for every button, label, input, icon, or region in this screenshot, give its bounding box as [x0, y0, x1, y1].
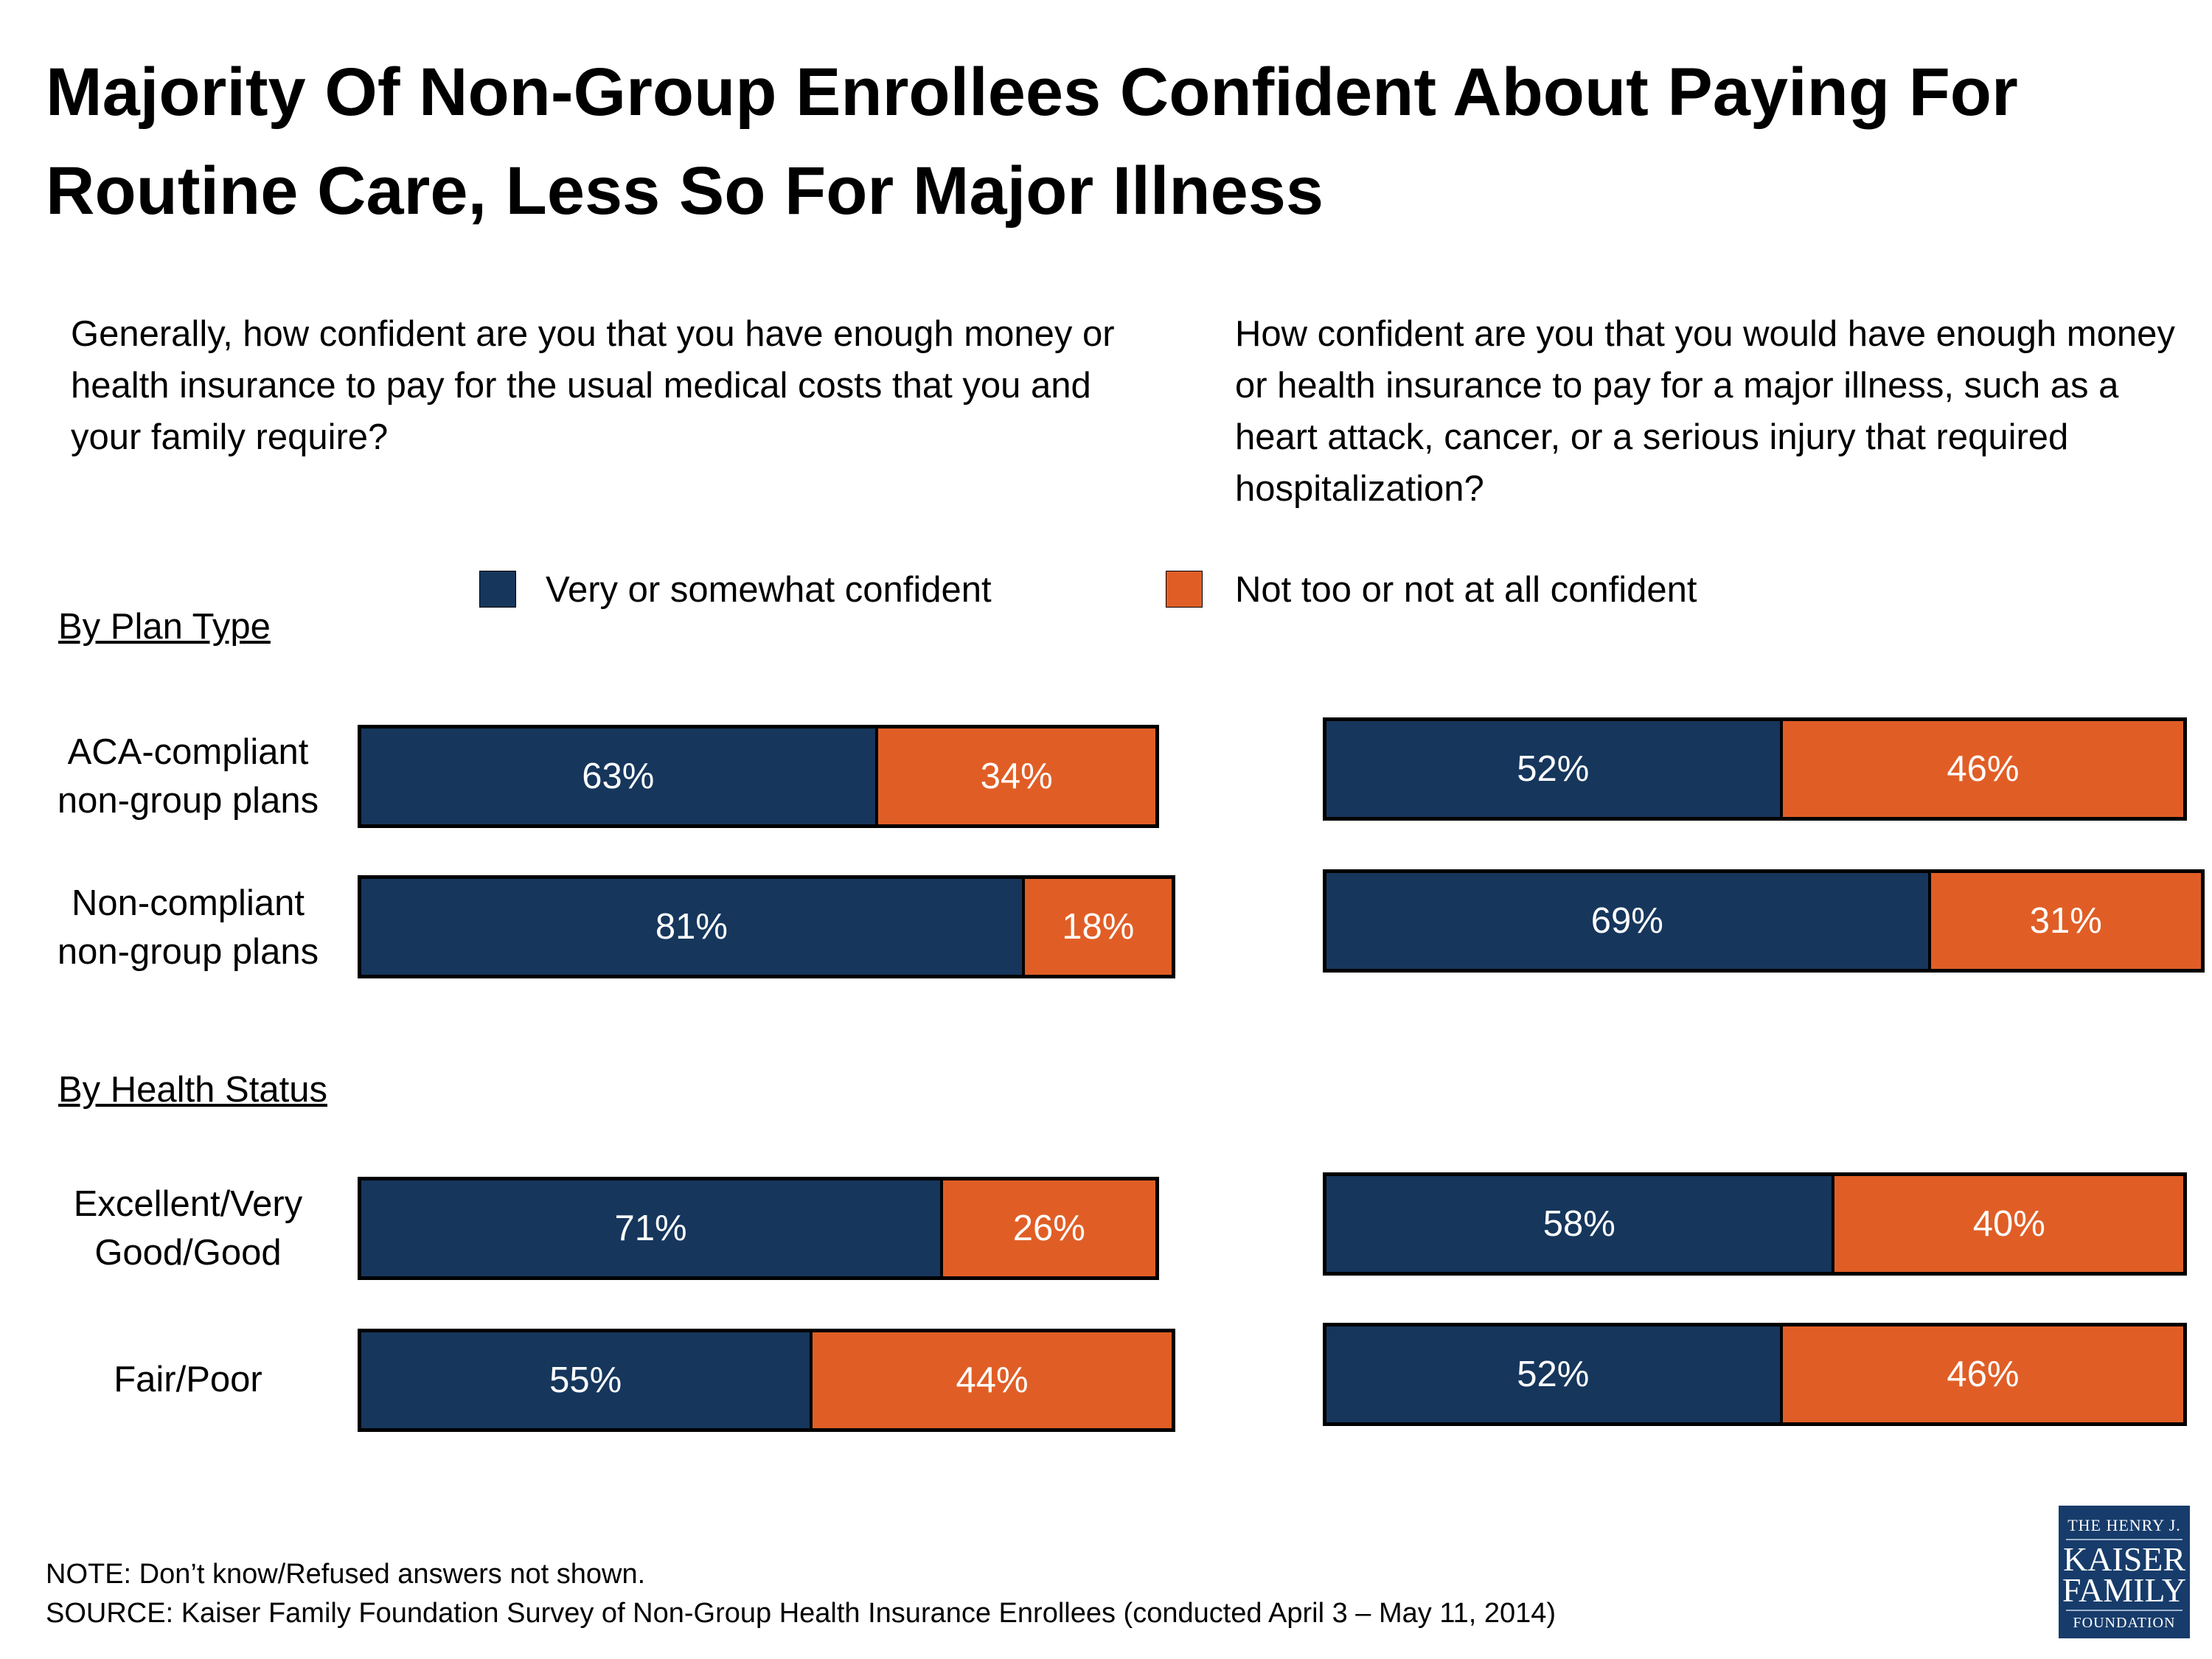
data-label: 55% [549, 1360, 622, 1400]
data-label: 46% [1947, 749, 2020, 789]
data-label: 63% [582, 757, 655, 796]
category-label: Non-compliant non-group plans [57, 883, 319, 972]
bar-segment-confident: 55% [361, 1332, 810, 1428]
data-label: 52% [1517, 749, 1590, 789]
category-label: ACA-compliant non-group plans [57, 732, 319, 821]
section-heading-health-status: By Health Status [58, 1070, 327, 1110]
bar-segment-not-confident: 46% [1779, 1326, 2184, 1422]
legend-swatch-not-confident [1166, 571, 1203, 608]
bar-segment-confident: 52% [1326, 721, 1780, 817]
legend-swatch-confident [479, 571, 516, 608]
data-label: 40% [1972, 1204, 2045, 1244]
data-label: 58% [1543, 1204, 1615, 1244]
legend-label-not-confident: Not too or not at all confident [1235, 570, 1697, 610]
legend-label-confident: Very or somewhat confident [546, 570, 992, 610]
stacked-bar: 63% 34% [358, 725, 1159, 828]
category-label: Excellent/Very Good/Good [73, 1184, 303, 1273]
data-label: 34% [980, 757, 1053, 796]
bar-segment-not-confident: 34% [874, 728, 1155, 824]
data-label: 52% [1517, 1354, 1590, 1394]
bar-segment-confident: 81% [361, 879, 1022, 975]
bar-segment-confident: 71% [361, 1180, 941, 1276]
stacked-bar: 81% 18% [358, 875, 1175, 978]
bar-segment-not-confident: 44% [810, 1332, 1172, 1428]
data-label: 71% [614, 1208, 687, 1248]
section-heading-plan-type: By Plan Type [58, 607, 271, 647]
bar-segment-not-confident: 40% [1832, 1176, 2184, 1272]
bar-segment-not-confident: 26% [940, 1180, 1155, 1276]
stacked-bar: 55% 44% [358, 1329, 1175, 1432]
data-label: 31% [2029, 901, 2102, 941]
data-label: 81% [655, 907, 728, 947]
question-right: How confident are you that you would hav… [1235, 314, 2175, 509]
category-label: Fair/Poor [114, 1360, 262, 1399]
data-label: 18% [1062, 907, 1135, 947]
kff-logo: THE HENRY J. KAISER FAMILY FOUNDATION [2059, 1506, 2190, 1638]
source: SOURCE: Kaiser Family Foundation Survey … [46, 1598, 1557, 1629]
bar-segment-confident: 52% [1326, 1326, 1780, 1422]
bar-segment-not-confident: 46% [1779, 721, 2184, 817]
question-left: Generally, how confident are you that yo… [71, 314, 1115, 457]
stacked-bar: 69% 31% [1323, 869, 2205, 973]
bar-segment-confident: 63% [361, 728, 875, 824]
stacked-bar: 71% 26% [358, 1177, 1159, 1280]
bar-segment-confident: 58% [1326, 1176, 1832, 1272]
data-label: 44% [956, 1360, 1029, 1400]
bar-segment-not-confident: 31% [1927, 873, 2201, 969]
note: NOTE: Don’t know/Refused answers not sho… [46, 1559, 646, 1590]
bar-segment-confident: 69% [1326, 873, 1928, 969]
data-label: 26% [1012, 1208, 1085, 1248]
data-label: 46% [1947, 1354, 2020, 1394]
bar-segment-not-confident: 18% [1021, 879, 1172, 975]
stacked-bar: 52% 46% [1323, 1323, 2188, 1426]
stacked-bar: 52% 46% [1323, 717, 2188, 821]
data-label: 69% [1590, 901, 1663, 941]
chart-title: Majority Of Non-Group Enrollees Confiden… [46, 55, 2018, 229]
stacked-bar: 58% 40% [1323, 1172, 2188, 1276]
